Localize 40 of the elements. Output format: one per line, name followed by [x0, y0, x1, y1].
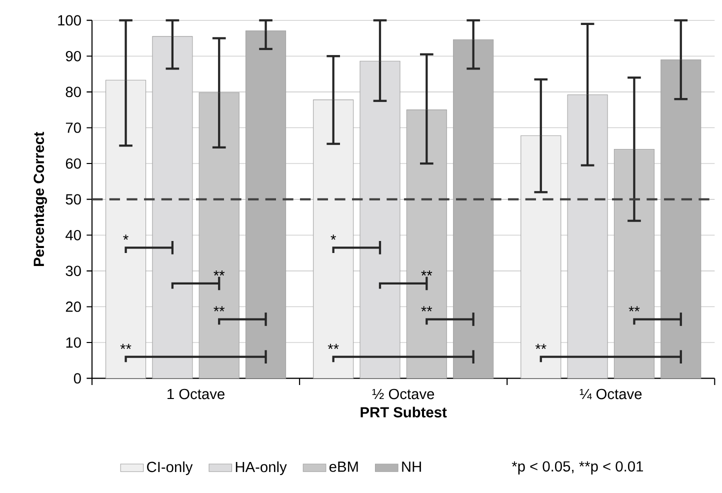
bar [406, 110, 447, 379]
y-axis-title: Percentage Correct [34, 132, 48, 266]
annotation: ** [628, 306, 640, 312]
y-tick-label: 90 [66, 50, 81, 62]
annotation: * [123, 234, 128, 240]
bar [520, 135, 562, 379]
bar [360, 60, 400, 379]
annotation: ** [214, 306, 225, 312]
bar [567, 94, 608, 379]
x-tick-label: 1 Octave [168, 388, 224, 400]
y-tick-label: 100 [58, 15, 81, 26]
y-tick-label: 0 [74, 373, 81, 384]
annotation: * [330, 234, 336, 240]
y-tick-label: 40 [66, 230, 81, 240]
x-axis-title: PRT Subtest [360, 406, 447, 418]
annotation: ** [214, 270, 225, 276]
legend-label: HA-only [236, 461, 287, 476]
y-tick-label: 60 [66, 158, 81, 169]
y-tick-label: 30 [66, 266, 81, 276]
annotation: ** [120, 344, 132, 349]
legend-label: CI-only [147, 461, 193, 476]
bar [106, 80, 146, 379]
annotation: ** [328, 344, 339, 349]
y-tick-label: 50 [66, 194, 81, 205]
legend-label: NH [402, 462, 421, 472]
annotation: ** [535, 344, 546, 349]
y-tick-label: 80 [66, 86, 81, 98]
text: *p < 0.05, **p < 0.01 [512, 461, 643, 474]
x-tick-label: ½ Octave [372, 388, 434, 400]
y-tick-label: 70 [66, 122, 81, 133]
bar [152, 36, 193, 379]
y-tick-label: 10 [66, 337, 81, 348]
annotation: ** [421, 270, 432, 276]
legend-label: eBM [329, 462, 358, 472]
bar [313, 100, 354, 379]
bar [614, 148, 654, 379]
x-tick-label: ¼ Octave [580, 388, 642, 400]
annotation: ** [421, 306, 432, 312]
y-tick-label: 20 [66, 302, 81, 312]
bar [198, 92, 240, 379]
